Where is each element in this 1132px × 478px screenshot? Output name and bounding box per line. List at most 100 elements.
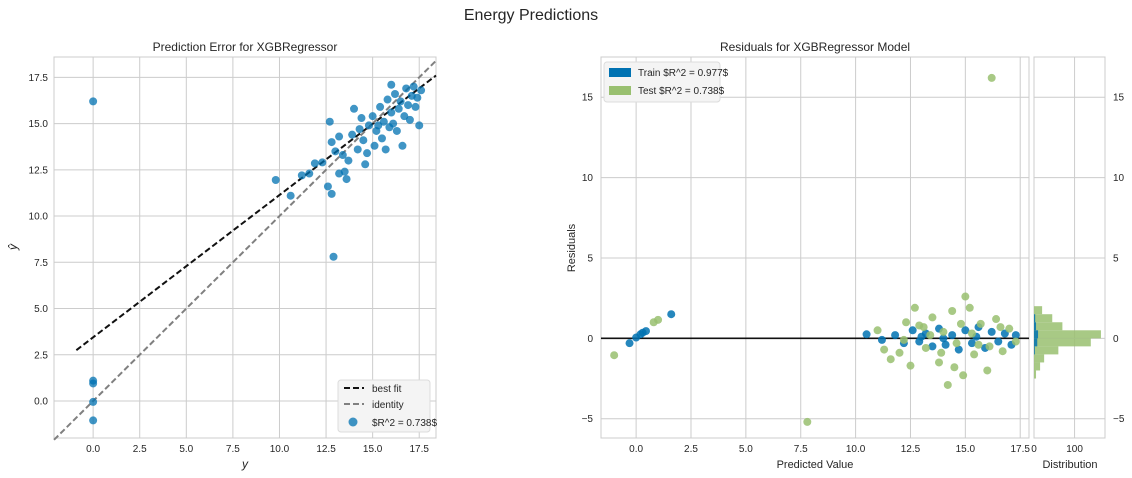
train-residual-point [667, 310, 676, 319]
prediction-point [350, 104, 359, 113]
residuals-legend-box [603, 61, 721, 103]
test-residual-point [921, 343, 930, 352]
x-tick-label: 12.5 [901, 444, 921, 455]
prediction-point [348, 130, 357, 139]
test-residual-point [943, 380, 952, 389]
x-tick-label: 7.5 [794, 444, 808, 455]
y-tick-label: 15 [1113, 93, 1125, 104]
train-histogram-bar [1034, 314, 1036, 323]
test-residual-point [803, 417, 812, 426]
prediction-point [387, 80, 396, 89]
test-residual-point [906, 361, 915, 370]
train-residual-point [1011, 331, 1020, 340]
test-histogram-bar [1034, 322, 1063, 331]
test-residual-point [919, 323, 928, 332]
prediction-point [413, 93, 422, 102]
prediction-point [396, 97, 405, 106]
best-fit-line [75, 74, 437, 351]
test-residual-point [873, 326, 882, 335]
y-tick-label: 5 [1113, 253, 1119, 264]
test-residual-point [992, 315, 1001, 324]
test-residual-point [928, 313, 937, 322]
prediction-point [89, 379, 98, 388]
residuals-title: Residuals for XGBRegressor Model [720, 40, 910, 54]
x-tick-label: 7.5 [226, 444, 240, 455]
y-tick-label: 2.5 [34, 350, 48, 361]
prediction-error-panel: 0.0 2.5 5.0 7.5 10.0 12.5 15.0 17.5 0.0 2.5 5.0 7.… [6, 40, 437, 471]
x-tick-label: 100 [1066, 444, 1083, 455]
train-residual-point [987, 327, 996, 336]
legend-test-label: Test $R^2 = 0.738$ [638, 86, 725, 97]
legend-best-fit-label: best fit [372, 384, 402, 395]
x-tick-label: 10.0 [270, 444, 290, 455]
prediction-point [318, 158, 327, 167]
test-residual-point [974, 340, 983, 349]
test-residual-point [983, 366, 992, 375]
test-residual-point [937, 348, 946, 357]
x-tick-label: 0.0 [629, 444, 643, 455]
train-histogram-bar [1034, 346, 1035, 355]
y-tick-label: −5 [1113, 414, 1125, 425]
train-histogram-bar [1034, 338, 1038, 347]
prediction-point [89, 416, 98, 425]
test-residual-point [950, 363, 959, 372]
prediction-point [415, 121, 424, 130]
prediction-point [404, 101, 413, 110]
prediction-point [409, 82, 418, 91]
legend-test-swatch [609, 86, 631, 95]
test-histogram-bar [1034, 362, 1041, 371]
prediction-point [402, 84, 411, 93]
prediction-point [355, 125, 364, 134]
x-tick-label: 17.5 [409, 444, 429, 455]
prediction-point [297, 171, 306, 180]
x-tick-label: 2.5 [684, 444, 698, 455]
prediction-error-legend-box [337, 379, 431, 433]
y-tick-label: 5 [587, 253, 593, 264]
prediction-point [353, 145, 362, 154]
prediction-point [374, 121, 383, 130]
x-tick-label: 5.0 [739, 444, 753, 455]
prediction-point [364, 121, 373, 130]
distribution-plot-area [1033, 56, 1106, 439]
train-residual-point [954, 345, 963, 354]
test-residual-point [939, 327, 948, 336]
legend-identity-label: identity [372, 400, 404, 411]
x-tick-label: 15.0 [363, 444, 383, 455]
test-residual-point [1005, 324, 1014, 333]
y-tick-label: 5.0 [34, 304, 48, 315]
prediction-point [377, 134, 386, 143]
residuals-panel: 0.0 2.5 5.0 7.5 10.0 12.5 15.0 17.5 −5 0 5 10 15 Re… [566, 40, 1030, 471]
train-histogram-bar [1034, 330, 1039, 339]
test-histogram-bar [1034, 306, 1043, 315]
test-residual-point [1011, 337, 1020, 346]
x-tick-label: 2.5 [133, 444, 147, 455]
x-tick-label: 15.0 [956, 444, 976, 455]
prediction-error-xlabel: y [241, 457, 249, 471]
x-tick-label: 5.0 [179, 444, 193, 455]
prediction-point [389, 119, 398, 128]
test-residual-point [987, 73, 996, 82]
prediction-error-legend: best fit identity $R^2 = 0.738$ [337, 379, 437, 433]
x-tick-label: 0.0 [86, 444, 100, 455]
y-tick-label: 10 [582, 173, 594, 184]
distribution-panel: 0 100 −5 0 5 10 15 Distribution [1031, 56, 1125, 471]
train-residual-point [877, 335, 886, 344]
y-tick-label: 0 [1113, 334, 1119, 345]
test-residual-point [926, 331, 935, 340]
train-residual-point [891, 331, 900, 340]
test-residual-point [959, 371, 968, 380]
prediction-point [405, 115, 414, 124]
prediction-point [305, 169, 314, 178]
legend-train-label: Train $R^2 = 0.977$ [638, 68, 729, 79]
test-histogram-bar [1034, 330, 1101, 339]
y-tick-label: 0 [587, 334, 593, 345]
test-residual-point [976, 319, 985, 328]
test-residual-point [998, 347, 1007, 356]
test-residual-point [985, 342, 994, 351]
prediction-point [327, 138, 336, 147]
test-residual-point [910, 303, 919, 312]
y-tick-label: 15 [582, 93, 594, 104]
test-residual-point [610, 351, 619, 360]
y-tick-label: 15.0 [29, 119, 49, 130]
